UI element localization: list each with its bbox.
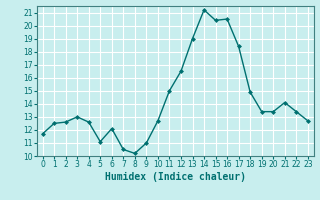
X-axis label: Humidex (Indice chaleur): Humidex (Indice chaleur) (105, 172, 246, 182)
